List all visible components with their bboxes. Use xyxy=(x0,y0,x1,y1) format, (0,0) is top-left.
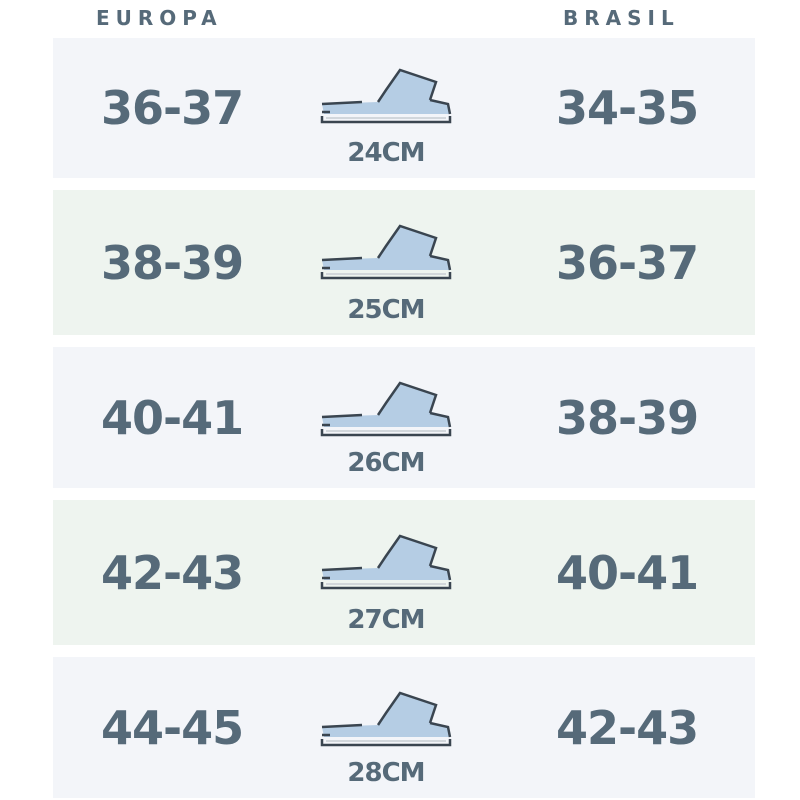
brasil-size: 36-37 xyxy=(556,235,699,290)
europa-size: 38-39 xyxy=(101,235,244,290)
size-row: 38-39 25CM 36-37 xyxy=(53,190,755,335)
slipper-icon xyxy=(318,68,454,128)
slipper-icon xyxy=(318,381,454,441)
size-row: 44-45 28CM 42-43 xyxy=(53,657,755,798)
size-row: 40-41 26CM 38-39 xyxy=(53,347,755,488)
europa-size: 40-41 xyxy=(101,390,244,445)
size-row: 42-43 27CM 40-41 xyxy=(53,500,755,645)
slipper-icon xyxy=(318,224,454,284)
header-europa: EUROPA xyxy=(96,6,223,30)
brasil-size: 34-35 xyxy=(556,81,699,135)
foot-length: 24CM xyxy=(347,138,425,168)
foot-length: 27CM xyxy=(347,605,425,635)
foot-length: 26CM xyxy=(347,448,425,478)
brasil-size: 40-41 xyxy=(556,545,699,600)
foot-length: 25CM xyxy=(347,295,425,325)
brasil-size: 42-43 xyxy=(556,700,699,755)
europa-size: 36-37 xyxy=(101,81,244,135)
europa-size: 42-43 xyxy=(101,545,244,600)
header-brasil: BRASIL xyxy=(563,6,680,30)
brasil-size: 38-39 xyxy=(556,390,699,445)
size-row: 36-37 24CM 34-35 xyxy=(53,38,755,178)
slipper-icon xyxy=(318,534,454,594)
slipper-icon xyxy=(318,691,454,751)
europa-size: 44-45 xyxy=(101,700,244,755)
foot-length: 28CM xyxy=(347,758,425,788)
